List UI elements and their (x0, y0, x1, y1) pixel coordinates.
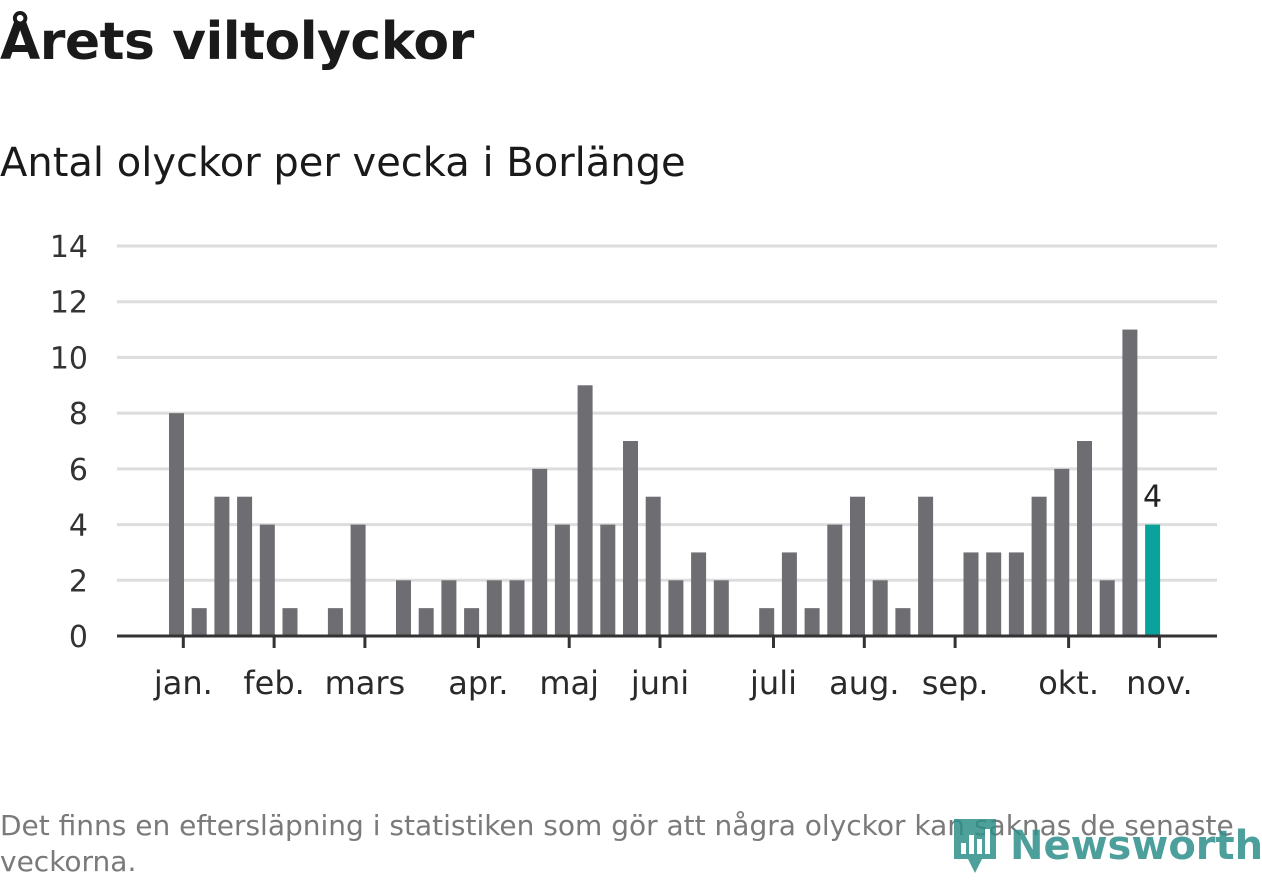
bar (600, 524, 616, 636)
x-tick-label: apr. (448, 664, 508, 702)
newsworthy-logo[interactable]: Newsworthy (950, 815, 1262, 877)
bar (986, 552, 1002, 636)
y-tick-label: 4 (69, 509, 88, 544)
bar (895, 608, 911, 636)
bar (623, 441, 638, 636)
bar (918, 496, 934, 636)
bar (350, 524, 366, 636)
bar (1031, 496, 1047, 636)
bar (214, 496, 230, 636)
x-tick-label: feb. (243, 664, 304, 702)
bar (781, 552, 797, 636)
bar (486, 580, 502, 636)
x-tick-label: sep. (922, 664, 989, 702)
bar (1122, 329, 1138, 636)
bar (827, 524, 843, 636)
gridlines (117, 244, 1217, 582)
y-tick-label: 2 (69, 564, 88, 599)
bar (441, 580, 457, 636)
x-tick-label: jan. (153, 664, 213, 702)
data-labels: 4 (1143, 480, 1162, 515)
chart-title: Årets viltolyckor (0, 12, 474, 72)
y-tick-label: 6 (69, 453, 88, 488)
y-axis-ticks: 0 2 4 6 8 10 12 14 (50, 230, 88, 655)
highlight-data-label: 4 (1143, 480, 1162, 515)
bar (713, 580, 729, 636)
bar (1008, 552, 1024, 636)
bar (668, 580, 684, 636)
bar (282, 608, 298, 636)
x-tick-label: juli (749, 664, 797, 702)
bar (872, 580, 888, 636)
bar (418, 608, 434, 636)
bar (804, 608, 820, 636)
x-axis-ticks: jan. feb. mars apr. maj juni juli aug. sep. okt. n… (153, 636, 1193, 702)
bar (1145, 524, 1161, 636)
bar (963, 552, 979, 636)
bar (1077, 441, 1092, 636)
bars (169, 329, 1161, 636)
bar (237, 496, 253, 636)
y-tick-label: 14 (50, 230, 88, 265)
x-tick-label: okt. (1038, 664, 1099, 702)
bar (532, 468, 548, 636)
bar (191, 608, 207, 636)
y-tick-label: 12 (50, 286, 88, 321)
bar (509, 580, 525, 636)
bar (691, 552, 707, 636)
bar (577, 385, 593, 636)
bar (169, 413, 184, 636)
bar (259, 524, 275, 636)
bar-chart: 0 2 4 6 8 10 12 14 jan. feb. mars apr. maj juni juli a… (50, 230, 1217, 702)
x-tick-label: juni (630, 664, 689, 702)
x-tick-label: mars (325, 664, 406, 702)
x-tick-label: aug. (829, 664, 899, 702)
bar-chart-pin-icon (954, 819, 996, 873)
chart-subtitle: Antal olyckor per vecka i Borlänge (0, 140, 686, 186)
bar (1099, 580, 1115, 636)
footnote: Det finns en eftersläpning i statistiken… (0, 809, 1234, 878)
y-tick-label: 0 (69, 620, 88, 655)
bar (759, 608, 775, 636)
x-tick-label: nov. (1126, 664, 1192, 702)
bar (327, 608, 343, 636)
y-tick-label: 10 (50, 341, 88, 376)
bar (554, 524, 570, 636)
bar (464, 608, 480, 636)
bar (1054, 468, 1070, 636)
bar (645, 496, 661, 636)
x-tick-label: maj (539, 664, 599, 702)
y-tick-label: 8 (69, 397, 88, 432)
bar (850, 496, 865, 636)
bar (396, 580, 411, 636)
logo-text: Newsworthy (1010, 823, 1262, 869)
